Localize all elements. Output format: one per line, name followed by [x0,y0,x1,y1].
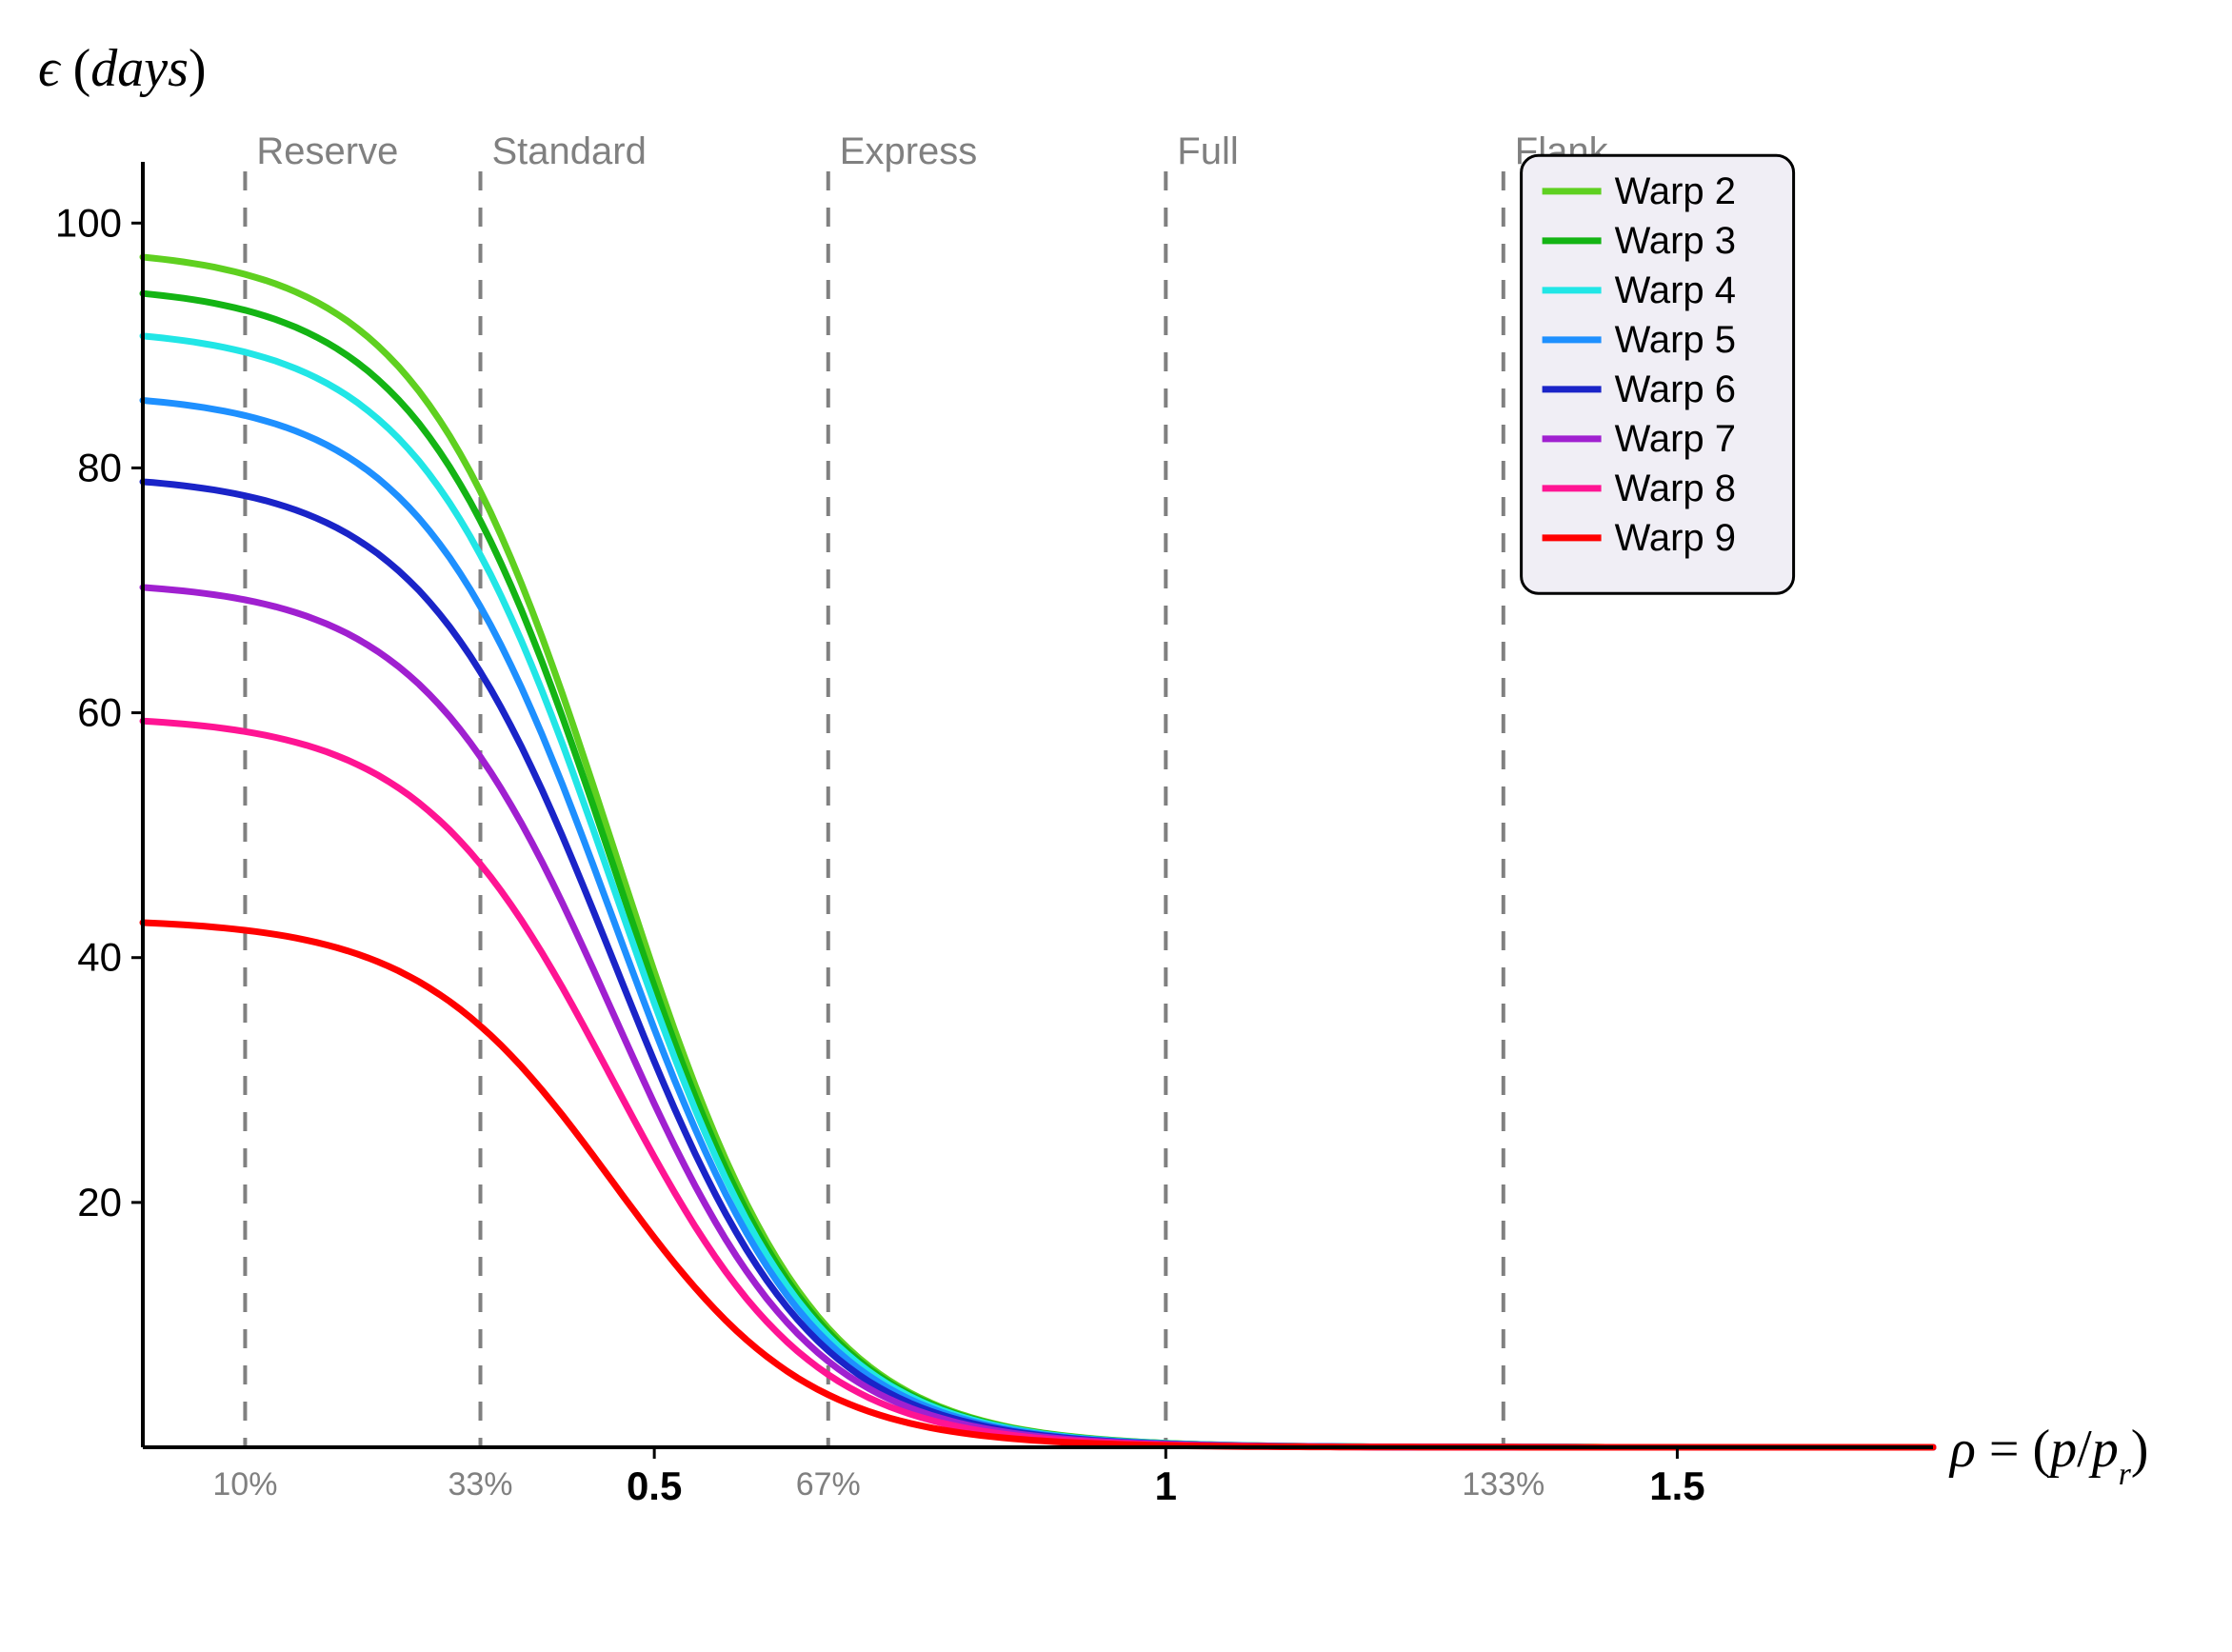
y-tick-label: 100 [55,200,122,245]
reference-label-express: Express [840,130,978,172]
legend-label: Warp 9 [1615,517,1736,559]
legend-label: Warp 8 [1615,468,1736,509]
x-tick-label: 1.5 [1649,1463,1704,1508]
legend-label: Warp 4 [1615,269,1736,311]
reference-label-full: Full [1177,130,1238,172]
legend-label: Warp 2 [1615,170,1736,212]
legend-label: Warp 5 [1615,319,1736,361]
reference-label-standard: Standard [492,130,647,172]
warp-endurance-chart: ϵ (days) Reserve 10% Standard 33% Express 67% F… [0,0,2232,1652]
x-tick-label: 1 [1155,1463,1177,1508]
reference-pct-reserve: 10% [212,1466,277,1503]
chart-container: ϵ (days) Reserve 10% Standard 33% Express 67% F… [0,0,2232,1652]
legend-label: Warp 7 [1615,418,1736,460]
legend: Warp 2 Warp 3 Warp 4 Warp 5 Warp 6 Warp 7 Warp… [1522,155,1794,593]
legend-label: Warp 6 [1615,368,1736,410]
reference-pct-express: 67% [796,1466,861,1503]
y-tick-label: 80 [77,445,122,489]
y-tick-label: 40 [77,935,122,980]
y-tick-label: 60 [77,690,122,735]
y-tick-label: 20 [77,1180,122,1224]
x-tick-label: 0.5 [627,1463,682,1508]
reference-label-reserve: Reserve [256,130,398,172]
legend-label: Warp 3 [1615,220,1736,262]
y-axis-title: ϵ (days) [38,39,207,98]
reference-pct-flank: 133% [1462,1466,1544,1503]
reference-pct-standard: 33% [448,1466,512,1503]
